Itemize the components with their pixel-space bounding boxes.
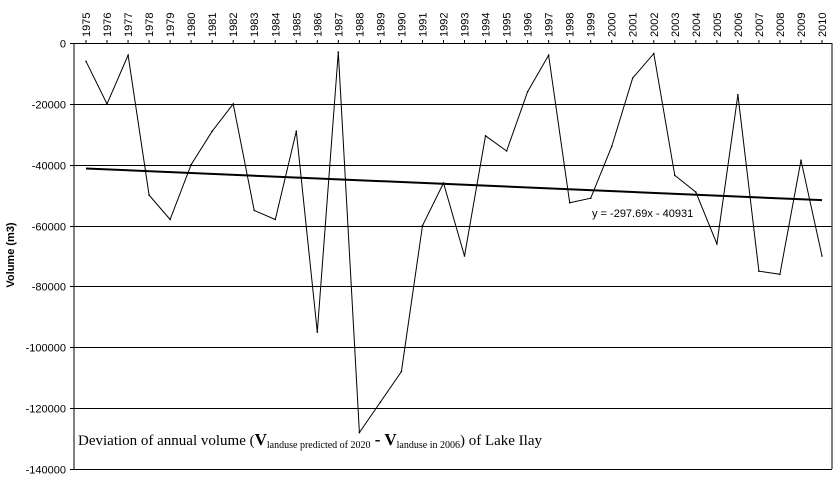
y-tick-label: -100000 — [26, 343, 66, 355]
x-tick-label: 1978 — [144, 13, 156, 37]
data-point — [379, 401, 382, 403]
x-tick-label: 1985 — [291, 13, 303, 37]
data-point — [295, 130, 298, 132]
x-tick-label: 1989 — [375, 13, 387, 37]
x-tick-label: 1983 — [249, 13, 261, 37]
y-tick-label: -20000 — [32, 100, 66, 112]
y-tick-label: -80000 — [32, 282, 66, 294]
x-tick-label: 1987 — [333, 13, 345, 37]
data-point — [106, 103, 108, 105]
data-point — [674, 174, 676, 177]
caption-v1: V — [254, 430, 267, 449]
y-axis-ticks: 0 -20000 -40000 -60000 -80000 -100000 -120000 -… — [26, 39, 74, 477]
x-axis-ticks: 1975 1976 1977 1978 1979 1980 1981 1982 1983 1984… — [81, 13, 829, 43]
x-tick-label: 2010 — [817, 13, 829, 37]
caption-suffix: ) of Lake Ilay — [459, 433, 543, 449]
x-tick-label: 1979 — [165, 13, 177, 37]
y-axis-title: Volume (m3) — [5, 222, 17, 288]
data-point — [800, 159, 802, 161]
data-point — [758, 270, 760, 273]
x-tick-label: 2007 — [754, 13, 766, 37]
caption-v2: V — [384, 430, 397, 449]
data-point — [190, 163, 192, 166]
gridlines — [73, 43, 833, 470]
x-tick-label: 1988 — [354, 13, 366, 37]
data-point — [821, 255, 823, 257]
data-point — [547, 54, 550, 56]
x-tick-label: 2006 — [733, 13, 745, 37]
x-tick-label: 1994 — [481, 13, 493, 37]
data-point — [253, 209, 255, 212]
data-point — [337, 51, 340, 53]
x-tick-label: 1976 — [102, 13, 114, 37]
data-point — [211, 130, 213, 132]
y-tick-label: -140000 — [26, 465, 66, 477]
data-point — [400, 370, 403, 373]
x-tick-label: 1993 — [460, 13, 472, 37]
y-tick-label: -40000 — [32, 161, 66, 173]
data-point — [484, 135, 487, 137]
data-point — [653, 52, 655, 55]
caption-sub1: landuse predicted of 2020 — [266, 440, 371, 451]
data-point — [169, 218, 171, 221]
x-tick-label: 1984 — [270, 13, 282, 37]
x-tick-label: 1975 — [81, 13, 93, 37]
data-point — [274, 218, 277, 221]
caption-prefix: Deviation of annual volume ( — [78, 433, 255, 449]
chart-caption: Deviation of annual volume (Vlanduse pre… — [78, 430, 542, 451]
trendline — [85, 167, 823, 202]
x-tick-label: 2005 — [712, 13, 724, 37]
caption-sub2: landuse in 2006 — [396, 440, 460, 451]
x-tick-label: 2009 — [796, 13, 808, 37]
caption-minus: - — [370, 430, 385, 449]
data-point — [358, 431, 361, 434]
data-point — [610, 145, 613, 148]
y-tick-label: 0 — [60, 39, 66, 51]
x-tick-label: 2002 — [649, 13, 661, 37]
x-tick-label: 1980 — [186, 13, 198, 37]
x-tick-label: 1995 — [502, 13, 514, 37]
series-layer — [85, 51, 823, 434]
data-point — [779, 273, 781, 276]
series-line — [85, 52, 823, 434]
data-point — [85, 60, 87, 63]
x-tick-label: 1991 — [417, 13, 429, 37]
x-tick-label: 1977 — [123, 13, 135, 37]
x-tick-label: 2004 — [691, 13, 703, 37]
data-point — [505, 150, 508, 152]
x-tick-label: 2008 — [775, 13, 787, 37]
x-tick-label: 1992 — [438, 13, 450, 37]
x-tick-label: 1996 — [523, 13, 535, 37]
y-tick-label: -60000 — [32, 222, 66, 234]
data-point — [631, 77, 634, 79]
x-tick-label: 1981 — [207, 13, 219, 37]
data-point — [148, 194, 150, 196]
x-tick-label: 1999 — [586, 13, 598, 37]
data-point — [463, 255, 466, 257]
trendline-layer: y = -297.69x - 40931 — [85, 167, 823, 220]
data-point — [316, 331, 319, 333]
data-point — [737, 93, 739, 96]
x-tick-label: 1997 — [544, 13, 556, 37]
x-tick-label: 2000 — [607, 13, 619, 37]
data-point — [695, 191, 697, 193]
x-tick-label: 1986 — [312, 13, 324, 37]
data-point — [526, 90, 529, 93]
x-tick-label: 1982 — [228, 13, 240, 37]
x-tick-label: 1998 — [565, 13, 577, 37]
data-point — [127, 54, 129, 56]
x-tick-label: 1990 — [396, 13, 408, 37]
data-point — [589, 197, 592, 199]
data-point — [716, 243, 718, 245]
data-point — [232, 103, 234, 105]
x-tick-label: 2001 — [628, 13, 640, 37]
x-tick-label: 2003 — [670, 13, 682, 37]
y-tick-label: -120000 — [26, 404, 66, 416]
data-point — [421, 224, 424, 227]
trendline-equation: y = -297.69x - 40931 — [592, 208, 693, 220]
data-point — [568, 202, 571, 204]
